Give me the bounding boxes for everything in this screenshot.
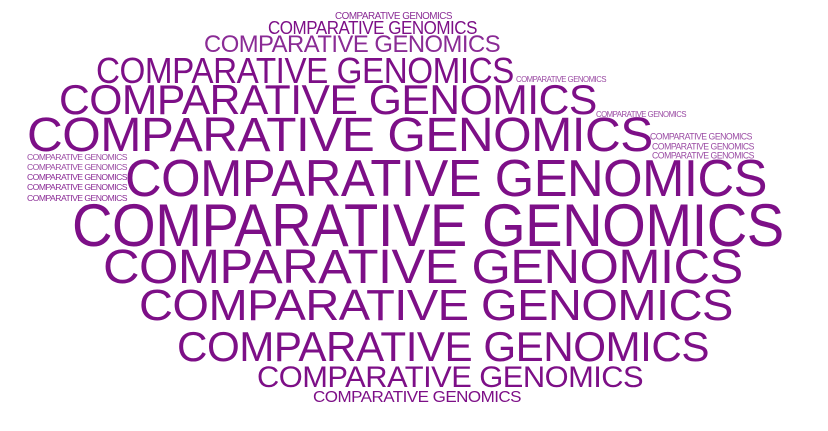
cloud-word: COMPARATIVE GENOMICS xyxy=(313,389,522,406)
cloud-word: COMPARATIVE GENOMICS xyxy=(177,323,709,370)
cloud-word: COMPARATIVE GENOMICS xyxy=(59,76,597,123)
cloud-word: COMPARATIVE GENOMICS xyxy=(96,50,514,91)
cloud-word: COMPARATIVE GENOMICS xyxy=(650,131,752,142)
cloud-word: COMPARATIVE GENOMICS xyxy=(204,31,501,58)
cloud-word: COMPARATIVE GENOMICS xyxy=(139,281,733,330)
cloud-word: COMPARATIVE GENOMICS xyxy=(268,18,477,38)
cloud-word: COMPARATIVE GENOMICS xyxy=(27,183,128,192)
cloud-word: COMPARATIVE GENOMICS xyxy=(27,163,128,172)
cloud-word: COMPARATIVE GENOMICS xyxy=(257,361,644,394)
cloud-word: COMPARATIVE GENOMICS xyxy=(27,109,653,162)
cloud-word: COMPARATIVE GENOMICS xyxy=(72,192,784,259)
cloud-word: COMPARATIVE GENOMICS xyxy=(103,241,743,294)
cloud-word: COMPARATIVE GENOMICS xyxy=(125,150,767,208)
cloud-word: COMPARATIVE GENOMICS xyxy=(335,11,452,22)
cloud-word: COMPARATIVE GENOMICS xyxy=(596,110,687,119)
cloud-word: COMPARATIVE GENOMICS xyxy=(27,173,128,182)
cloud-word: COMPARATIVE GENOMICS xyxy=(27,194,128,203)
cloud-word: COMPARATIVE GENOMICS xyxy=(652,141,754,152)
cloud-word: COMPARATIVE GENOMICS xyxy=(27,153,128,162)
cloud-word: COMPARATIVE GENOMICS xyxy=(652,150,754,161)
cloud-word: COMPARATIVE GENOMICS xyxy=(516,75,607,84)
